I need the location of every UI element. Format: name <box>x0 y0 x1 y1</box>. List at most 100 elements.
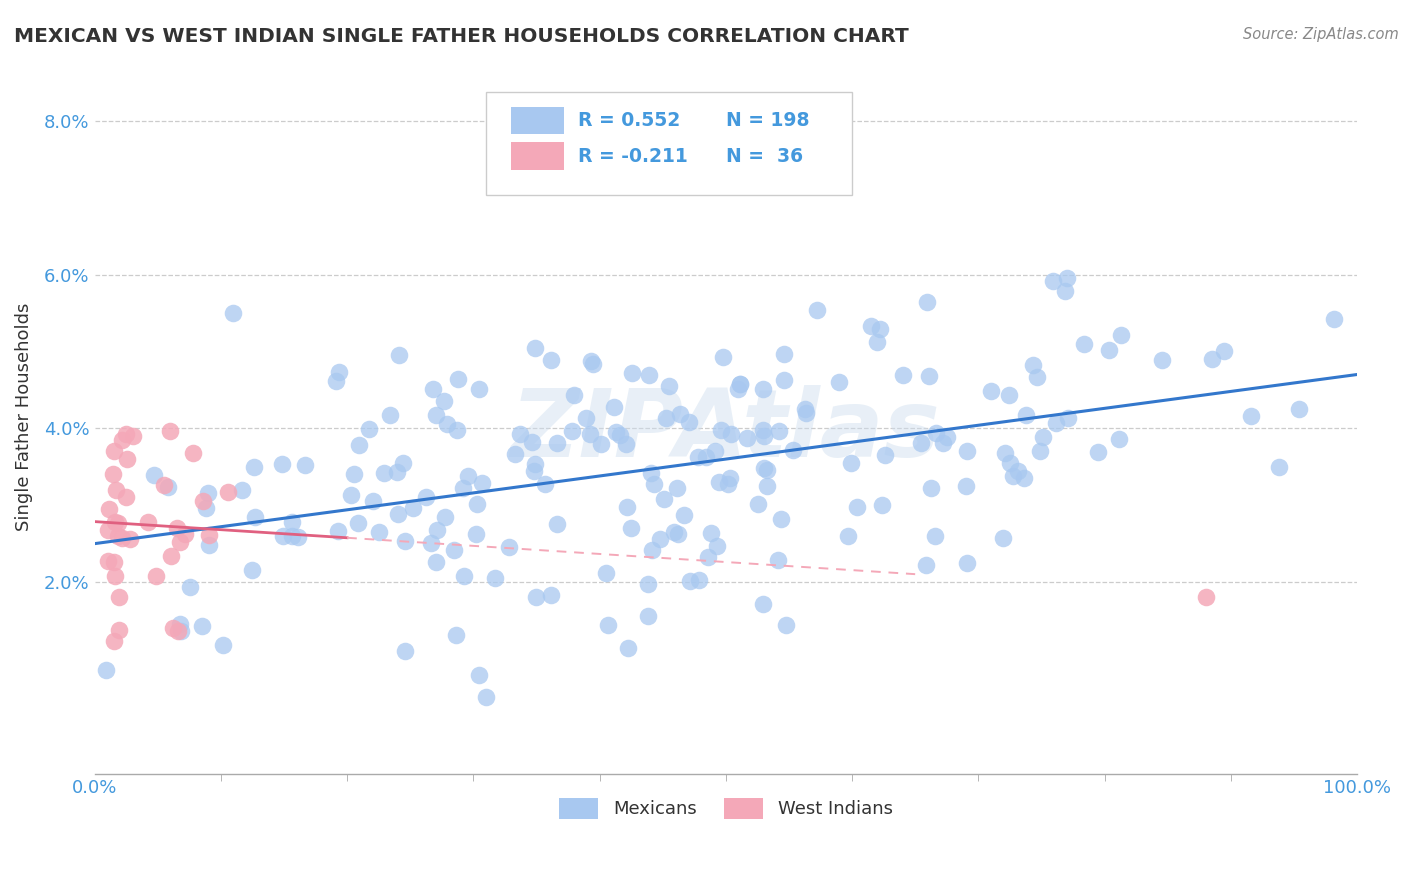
Point <box>115 490 138 504</box>
Point <box>217 485 239 500</box>
Point <box>669 407 692 421</box>
Point <box>1213 344 1236 359</box>
Point <box>562 388 585 402</box>
Point <box>711 350 734 364</box>
Point <box>917 369 939 384</box>
Point <box>935 430 957 444</box>
Point <box>782 442 804 457</box>
Point <box>695 450 717 464</box>
Point <box>436 417 458 431</box>
Point <box>523 464 546 478</box>
Point <box>111 531 134 545</box>
Point <box>245 510 267 524</box>
Point <box>166 624 188 638</box>
Point <box>1002 468 1025 483</box>
Point <box>770 511 793 525</box>
Point <box>242 460 264 475</box>
Point <box>104 568 127 582</box>
Point <box>425 555 447 569</box>
Point <box>775 618 797 632</box>
Point <box>621 367 644 381</box>
Point <box>368 525 391 540</box>
Point <box>107 516 129 530</box>
Point <box>648 533 671 547</box>
Point <box>1152 352 1174 367</box>
Point <box>616 500 638 515</box>
Point <box>1015 408 1038 422</box>
Point <box>980 384 1002 398</box>
Point <box>638 368 661 383</box>
Point <box>451 481 474 495</box>
Point <box>620 521 643 535</box>
Point <box>686 450 709 464</box>
Point <box>806 302 828 317</box>
Point <box>287 530 309 544</box>
Point <box>540 588 562 602</box>
Point <box>387 507 409 521</box>
Point <box>637 577 659 591</box>
Point <box>546 516 568 531</box>
Text: MEXICAN VS WEST INDIAN SINGLE FATHER HOUSEHOLDS CORRELATION CHART: MEXICAN VS WEST INDIAN SINGLE FATHER HOU… <box>14 27 908 45</box>
Point <box>910 436 932 450</box>
Point <box>747 496 769 510</box>
Point <box>1194 591 1216 605</box>
Point <box>1028 444 1050 458</box>
Point <box>1014 471 1036 485</box>
Point <box>893 368 915 382</box>
Point <box>640 466 662 480</box>
Point <box>325 375 347 389</box>
Text: R = -0.211: R = -0.211 <box>578 146 688 166</box>
Point <box>340 488 363 502</box>
Point <box>169 616 191 631</box>
Point <box>1000 456 1022 470</box>
Point <box>766 553 789 567</box>
Point <box>1053 284 1076 298</box>
Point <box>103 467 125 482</box>
Point <box>197 538 219 552</box>
Point <box>166 521 188 535</box>
Point <box>1022 358 1045 372</box>
Point <box>1045 416 1067 430</box>
Point <box>523 457 546 471</box>
Point <box>1087 444 1109 458</box>
Point <box>160 549 183 563</box>
Point <box>174 527 197 541</box>
Point <box>870 498 893 512</box>
Point <box>115 451 138 466</box>
Text: Source: ZipAtlas.com: Source: ZipAtlas.com <box>1243 27 1399 42</box>
Point <box>281 515 304 529</box>
Point <box>103 444 125 458</box>
Point <box>773 346 796 360</box>
FancyBboxPatch shape <box>486 92 852 195</box>
Point <box>641 542 664 557</box>
Point <box>97 524 120 538</box>
Point <box>524 341 547 355</box>
Point <box>728 377 751 392</box>
Point <box>240 563 263 577</box>
Point <box>609 428 631 442</box>
Point <box>153 478 176 492</box>
Point <box>1056 270 1078 285</box>
Point <box>617 641 640 656</box>
Point <box>752 423 775 437</box>
Point <box>387 348 409 362</box>
Point <box>754 460 776 475</box>
Point <box>735 431 758 445</box>
Point <box>915 295 938 310</box>
Point <box>434 510 457 524</box>
Point <box>1042 274 1064 288</box>
Point <box>752 382 775 396</box>
Point <box>1056 410 1078 425</box>
Point <box>997 388 1019 402</box>
Point <box>471 476 494 491</box>
Point <box>385 466 408 480</box>
Point <box>503 447 526 461</box>
Point <box>108 591 131 605</box>
Point <box>443 542 465 557</box>
Point <box>394 644 416 658</box>
Point <box>643 476 665 491</box>
Y-axis label: Single Father Households: Single Father Households <box>15 302 32 531</box>
Point <box>598 618 620 632</box>
Point <box>328 524 350 538</box>
Point <box>294 458 316 473</box>
